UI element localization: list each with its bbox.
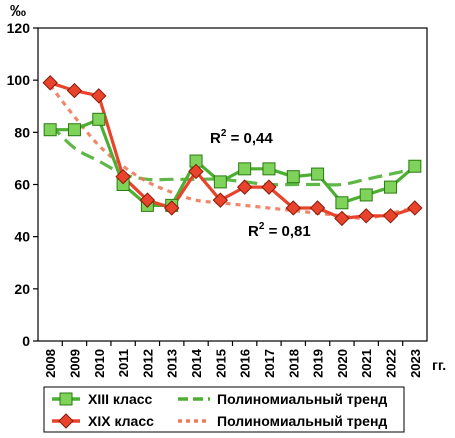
x-tick-label: 2013 <box>165 349 180 378</box>
series-line-xix <box>49 81 416 220</box>
marker-xiii-2010 <box>92 112 106 126</box>
marker-xiii-2023 <box>408 159 422 173</box>
trend-lines <box>48 84 416 221</box>
y-tick-label: 60 <box>14 177 30 193</box>
marker-xix-2011 <box>115 168 131 185</box>
marker-xiii-2016 <box>238 162 252 176</box>
x-tick-label: 2023 <box>408 349 423 378</box>
x-tick-label: 2017 <box>262 349 277 378</box>
marker-xix-2010 <box>91 88 107 104</box>
legend-label-trend-xix: Полиномиальный тренд <box>217 413 387 429</box>
legend-label-trend-xiii: Полиномиальный тренд <box>217 391 387 407</box>
marker-xix-2020 <box>334 210 350 227</box>
x-tick-label: 2015 <box>213 349 228 378</box>
legend-box <box>43 386 405 433</box>
y-tick-label: 20 <box>14 281 30 297</box>
x-tick-label: 2020 <box>335 349 350 378</box>
x-tick-label: 2011 <box>116 349 131 377</box>
r2-annotation-xix: R2 = 0,81 <box>248 221 311 240</box>
marker-xiii-2022 <box>384 180 398 194</box>
x-tick-label: 2010 <box>92 349 107 378</box>
x-tick-label: 2019 <box>311 349 326 378</box>
x-tick-label: 2014 <box>189 348 204 378</box>
marker-xix-2012 <box>139 192 156 208</box>
legend-marker-xiii <box>59 392 73 406</box>
x-tick-label: 2016 <box>238 349 253 378</box>
plot-frame <box>37 27 428 342</box>
data-markers <box>42 75 423 227</box>
marker-xiii-2018 <box>286 170 300 184</box>
marker-xix-2008 <box>42 75 58 91</box>
legend-label-xiii: XIII класс <box>88 391 153 407</box>
y-tick-label: 40 <box>14 229 30 245</box>
marker-xix-2021 <box>358 208 374 224</box>
marker-xix-2017 <box>261 179 277 195</box>
axes: 0 20 40 60 80 100 120 2008 2009 2010 2011 2012 2013 2… <box>7 20 428 378</box>
x-tick-label: 2022 <box>384 349 399 378</box>
trend-line-xiii <box>49 123 416 187</box>
marker-xix-2023 <box>407 200 423 216</box>
marker-xiii-2020 <box>335 196 349 210</box>
legend: XIII класс Полиномиальный тренд XIX клас… <box>43 386 405 433</box>
y-axis-label: ‰ <box>10 3 26 20</box>
x-tick-label: 2009 <box>67 349 82 378</box>
marker-xix-2022 <box>382 208 399 224</box>
marker-xiii-2008 <box>43 123 57 137</box>
marker-xix-2018 <box>285 200 301 216</box>
r2-annotation-xiii: R2 = 0,44 <box>210 128 273 147</box>
x-tick-label: 2012 <box>140 349 155 378</box>
x-unit-label: гг. <box>432 357 446 373</box>
series-lines <box>49 81 416 220</box>
marker-xiii-2017 <box>262 162 276 176</box>
marker-xix-2016 <box>236 179 253 195</box>
x-tick-label: 2018 <box>286 349 301 378</box>
marker-xix-2009 <box>66 82 83 99</box>
marker-xiii-2015 <box>213 175 227 189</box>
y-tick-label: 120 <box>7 20 31 36</box>
x-tick-label: 2008 <box>43 349 58 378</box>
marker-xiii-2021 <box>359 188 373 202</box>
y-tick-label: 80 <box>14 124 30 140</box>
trend-line-xix <box>48 84 416 221</box>
marker-xiii-2009 <box>67 123 81 137</box>
marker-xix-2013 <box>164 200 180 216</box>
y-tick-label: 0 <box>22 333 30 349</box>
marker-xiii-2019 <box>311 167 325 181</box>
marker-xix-2019 <box>309 200 326 216</box>
series-line-xiii <box>50 117 416 207</box>
legend-label-xix: XIX класс <box>88 413 154 429</box>
legend-marker-xix <box>58 413 74 429</box>
y-tick-label: 100 <box>7 72 31 88</box>
x-tick-label: 2021 <box>359 349 374 378</box>
marker-xix-2015 <box>212 192 229 208</box>
marker-xix-2014 <box>188 163 204 180</box>
